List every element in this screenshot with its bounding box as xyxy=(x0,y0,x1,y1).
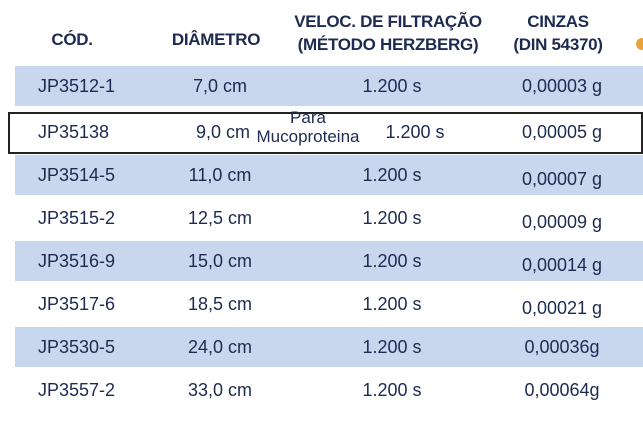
cell: JP3517-6 xyxy=(38,294,116,314)
cell: 12,5 cm xyxy=(187,208,253,228)
cell: 0,00036g xyxy=(524,337,600,357)
cell: JP3516-9 xyxy=(38,251,116,271)
cell: 33,0 cm xyxy=(187,380,253,400)
column-header: CÓD. xyxy=(51,30,93,49)
cell: JP3515-2 xyxy=(38,208,116,228)
cell: JP3512-1 xyxy=(38,76,116,96)
cell: JP35138 xyxy=(38,122,110,142)
column-header: (MÉTODO HERZBERG) xyxy=(297,35,479,54)
cell: 7,0 cm xyxy=(192,76,248,96)
cell: 1.200 s xyxy=(362,337,422,357)
cell: 18,5 cm xyxy=(187,294,253,314)
cell: 1.200 s xyxy=(362,76,422,96)
cell: 0,00021 g xyxy=(521,298,603,318)
cell: 1.200 s xyxy=(362,165,422,185)
cell: 0,00005 g xyxy=(521,122,603,142)
cell: 1.200 s xyxy=(362,208,422,228)
cell: 11,0 cm xyxy=(188,165,252,185)
cell: 0,00003 g xyxy=(521,76,603,96)
highlight-row xyxy=(8,112,643,154)
column-header: DIÂMETRO xyxy=(171,30,261,49)
cell: 1.200 s xyxy=(362,251,422,271)
cell: 24,0 cm xyxy=(187,337,253,357)
cell: 0,00014 g xyxy=(521,255,603,275)
row-bg xyxy=(15,66,643,106)
row-bg xyxy=(15,327,643,367)
column-header: (DIN 54370) xyxy=(513,35,603,54)
cell: 9,0 cm xyxy=(196,122,251,142)
cell: 1.200 s xyxy=(385,122,445,142)
row-bg xyxy=(15,241,643,281)
cell: 15,0 cm xyxy=(187,251,253,271)
cell: 0,00064g xyxy=(524,380,600,400)
column-header: VELOC. DE FILTRAÇÃO xyxy=(294,12,482,31)
cell: 0,00009 g xyxy=(521,212,603,232)
annotation: Para xyxy=(290,108,326,127)
cell: 1.200 s xyxy=(362,380,422,400)
decor-dot xyxy=(636,38,643,50)
cell: 0,00007 g xyxy=(521,169,603,189)
row-bg xyxy=(15,155,643,195)
cell: JP3530-5 xyxy=(38,337,116,357)
annotation: Mucoproteina xyxy=(256,127,360,146)
cell: JP3514-5 xyxy=(38,165,116,185)
column-header: CINZAS xyxy=(527,12,589,31)
cell: 1.200 s xyxy=(362,294,422,314)
cell: JP3557-2 xyxy=(38,380,116,400)
